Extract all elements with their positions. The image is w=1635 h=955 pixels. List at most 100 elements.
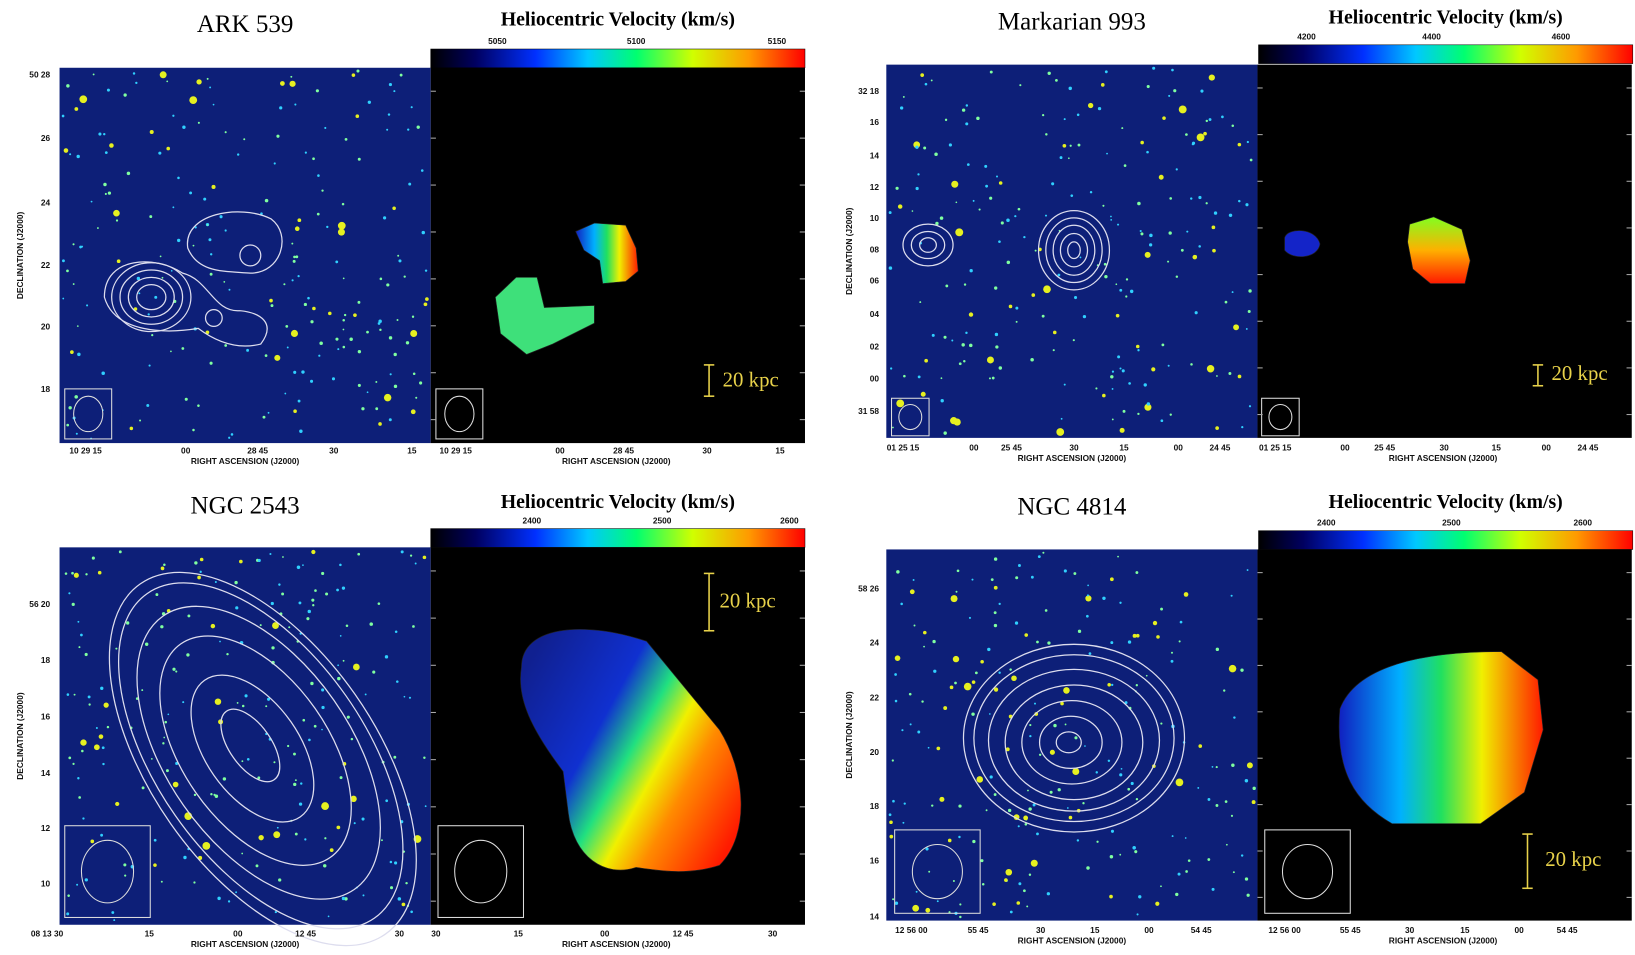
star bbox=[1027, 790, 1029, 792]
star bbox=[1149, 234, 1153, 238]
star bbox=[994, 286, 997, 289]
star bbox=[378, 422, 382, 426]
star bbox=[972, 840, 975, 843]
star bbox=[291, 330, 298, 337]
star bbox=[109, 143, 114, 148]
star bbox=[398, 897, 402, 901]
star bbox=[1186, 231, 1188, 233]
star bbox=[358, 384, 361, 387]
star bbox=[300, 782, 302, 784]
star bbox=[357, 553, 360, 556]
star bbox=[975, 672, 978, 675]
star bbox=[1208, 798, 1211, 801]
star bbox=[271, 646, 274, 649]
star bbox=[964, 283, 966, 285]
star bbox=[892, 898, 894, 900]
star bbox=[172, 206, 174, 208]
star bbox=[1088, 103, 1093, 108]
ra-tick-label: 25 45 bbox=[1374, 443, 1395, 453]
star bbox=[68, 406, 71, 409]
star bbox=[288, 626, 290, 628]
star bbox=[1058, 788, 1061, 791]
star bbox=[1198, 245, 1201, 248]
star bbox=[903, 375, 906, 378]
star bbox=[81, 750, 84, 753]
star bbox=[1117, 355, 1120, 358]
star bbox=[402, 903, 406, 907]
star bbox=[1136, 345, 1140, 349]
star bbox=[953, 656, 959, 662]
star bbox=[196, 79, 201, 84]
star bbox=[1149, 243, 1152, 246]
star bbox=[163, 563, 166, 566]
star bbox=[955, 228, 963, 236]
star bbox=[96, 727, 98, 729]
star bbox=[959, 362, 962, 365]
star bbox=[1229, 214, 1232, 217]
star bbox=[1136, 798, 1138, 800]
star bbox=[1232, 291, 1234, 293]
star bbox=[1110, 219, 1112, 221]
star bbox=[124, 875, 126, 877]
star bbox=[1009, 305, 1013, 309]
star bbox=[239, 560, 243, 564]
ra-tick-label: 08 13 30 bbox=[31, 928, 64, 938]
star bbox=[85, 573, 87, 575]
star bbox=[405, 882, 407, 884]
star bbox=[269, 299, 273, 303]
star bbox=[155, 593, 158, 596]
ra-tick-label: 30 bbox=[1069, 443, 1079, 453]
star bbox=[917, 731, 920, 734]
star bbox=[99, 734, 104, 739]
star bbox=[1121, 127, 1123, 129]
star bbox=[921, 392, 926, 397]
star bbox=[1048, 72, 1051, 75]
star bbox=[324, 837, 326, 839]
ra-tick-label: 00 bbox=[555, 446, 565, 456]
ra-tick-label: 55 45 bbox=[1340, 925, 1361, 935]
star bbox=[989, 377, 991, 379]
star bbox=[1147, 85, 1150, 88]
star bbox=[102, 763, 104, 765]
star bbox=[1028, 807, 1031, 810]
star bbox=[192, 429, 195, 432]
star bbox=[1229, 665, 1237, 673]
star bbox=[347, 716, 350, 719]
star bbox=[342, 587, 345, 590]
dec-tick-label: 10 bbox=[870, 213, 880, 223]
star bbox=[1104, 275, 1107, 278]
ra-tick-label: 30 bbox=[1405, 925, 1415, 935]
star bbox=[163, 737, 165, 739]
ra-tick-label: 15 bbox=[1119, 443, 1129, 453]
star bbox=[231, 433, 234, 436]
star bbox=[68, 592, 70, 594]
star bbox=[321, 802, 329, 810]
star bbox=[1171, 652, 1173, 654]
star bbox=[1045, 609, 1048, 612]
colorbar-tick-label: 2500 bbox=[1442, 518, 1461, 528]
ra-tick-label: 15 bbox=[1460, 925, 1470, 935]
star bbox=[920, 73, 924, 77]
star bbox=[1241, 854, 1243, 856]
ra-axis-label: RIGHT ASCENSION (J2000) bbox=[1018, 453, 1127, 463]
star bbox=[1074, 296, 1077, 299]
star bbox=[260, 624, 262, 626]
star bbox=[1188, 859, 1191, 862]
dec-axis-label: DECLINATION (J2000) bbox=[844, 691, 854, 779]
star bbox=[932, 334, 935, 337]
star bbox=[1068, 157, 1070, 159]
ra-axis-label: RIGHT ASCENSION (J2000) bbox=[191, 939, 300, 949]
star bbox=[101, 371, 104, 374]
star bbox=[372, 671, 375, 674]
optical-image bbox=[60, 68, 431, 443]
star bbox=[889, 820, 893, 824]
star bbox=[1111, 830, 1114, 833]
star bbox=[151, 758, 153, 760]
star bbox=[223, 777, 226, 780]
star bbox=[161, 881, 163, 883]
ra-tick-label: 25 45 bbox=[1001, 443, 1022, 453]
star bbox=[980, 660, 984, 664]
star bbox=[1184, 592, 1189, 597]
star bbox=[210, 273, 213, 276]
star bbox=[1018, 208, 1021, 211]
